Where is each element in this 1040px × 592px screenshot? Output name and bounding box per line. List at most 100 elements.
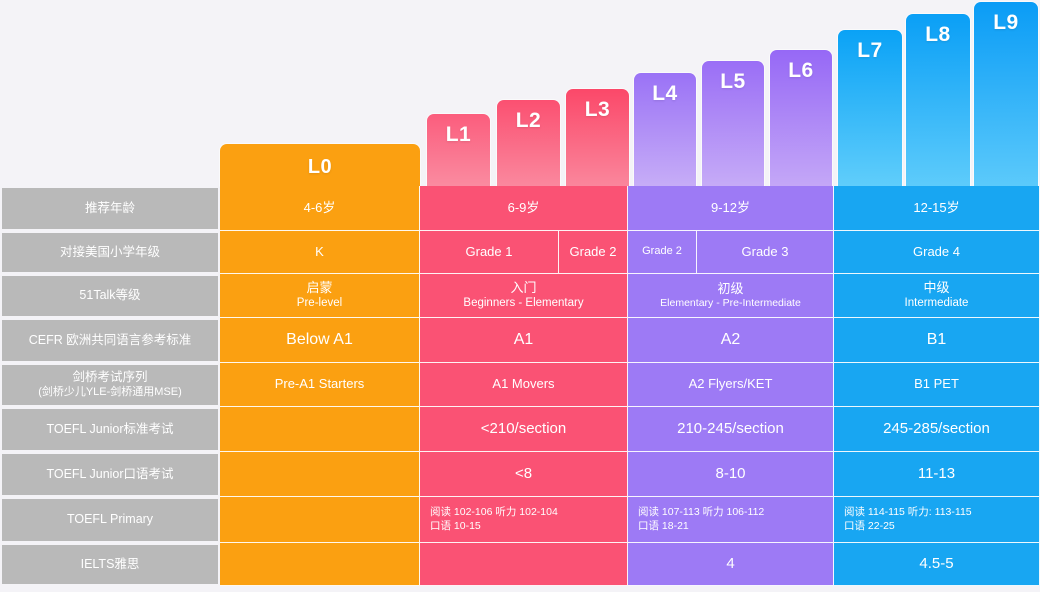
row-label-toefl-junior-oral: TOEFL Junior口语考试 [0,452,220,497]
cell-tjoral-l0 [220,452,420,497]
cell-talk-l0: 启蒙 Pre-level [220,274,420,318]
cell-line-2: 口语 10-15 [430,519,481,532]
row-label-text: TOEFL Primary [66,512,154,527]
level-bar-l5: L5 [702,61,764,192]
level-bars: L0 L1 L2 L3 L4 L5 L6 L7 L8 L9 [0,0,1040,192]
cell-cambridge-l4-l6: A2 Flyers/KET [628,363,834,407]
row-label-text: CEFR 欧洲共同语言参考标准 [28,332,192,347]
cell-age-l0: 4-6岁 [220,186,420,231]
level-bar-l8: L8 [906,14,970,192]
cell-grade-l0: K [220,231,420,274]
cell-cambridge-l1-l3: A1 Movers [420,363,628,407]
cell-line-en: Intermediate [904,297,969,310]
cell-tjstd-l1-l3: <210/section [420,407,628,452]
cell-ielts-l0 [220,543,420,586]
cell-tjoral-l7-l9: 11-13 [834,452,1040,497]
cell-line-en: Elementary - Pre-Intermediate [660,297,801,310]
row-label-cefr: CEFR 欧洲共同语言参考标准 [0,318,220,363]
row-label-text: TOEFL Junior标准考试 [46,421,174,436]
level-bar-label: L3 [584,98,611,121]
cell-tprimary-l0 [220,497,420,543]
row-label-text: 对接美国小学年级 [59,244,160,259]
cell-ielts-l4-l6: 4 [628,543,834,586]
row-label-us-grade: 对接美国小学年级 [0,231,220,274]
cell-line-2: 口语 18-21 [638,519,689,532]
cell-cambridge-l0: Pre-A1 Starters [220,363,420,407]
cell-line-cn: 初级 [717,280,744,296]
level-bar-label: L1 [445,123,472,146]
level-bar-l4: L4 [634,73,696,192]
cell-cefr-l0: Below A1 [220,318,420,363]
cell-line-1: 阅读 102-106 听力 102-104 [430,506,558,519]
cell-cambridge-l7-l9: B1 PET [834,363,1040,407]
row-label-text: TOEFL Junior口语考试 [46,466,174,481]
cell-tjoral-l4-l6: 8-10 [628,452,834,497]
cell-line-cn: 启蒙 [306,280,333,296]
cell-tjstd-l4-l6: 210-245/section [628,407,834,452]
cell-tjstd-l0 [220,407,420,452]
cell-line-cn: 入门 [510,280,537,296]
level-bar-label: L2 [515,109,542,132]
cell-line-en: Beginners - Elementary [463,297,584,310]
row-label-line2: (剑桥少儿YLE-剑桥通用MSE) [38,385,182,398]
level-bar-label: L7 [857,39,883,62]
level-bar-l7: L7 [838,30,902,192]
cell-line-1: 阅读 107-113 听力 106-112 [638,506,765,519]
cell-age-l4-l6: 9-12岁 [628,186,834,231]
cell-tprimary-l4-l6: 阅读 107-113 听力 106-112 口语 18-21 [628,497,834,543]
table-row: TOEFL Junior标准考试 <210/section 210-245/se… [0,407,1040,452]
table-row: 对接美国小学年级 K Grade 1 Grade 2 Grade 2 Grade… [0,231,1040,274]
level-bar-label: L8 [925,23,951,46]
cell-talk-l1-l3: 入门 Beginners - Elementary [420,274,628,318]
cell-grade-l5-l6: Grade 3 [697,231,834,274]
cell-tjstd-l7-l9: 245-285/section [834,407,1040,452]
row-label-text: 51Talk等级 [79,288,141,303]
level-bar-l3: L3 [566,89,629,192]
level-bar-label: L5 [720,70,746,93]
table-row: 推荐年龄 4-6岁 6-9岁 9-12岁 12-15岁 [0,186,1040,231]
cell-line-2: 口语 22-25 [844,519,895,532]
cell-cefr-l1-l3: A1 [420,318,628,363]
table-row: 51Talk等级 启蒙 Pre-level 入门 Beginners - Ele… [0,274,1040,318]
cell-line-en: Pre-level [296,297,343,310]
cell-talk-l7-l9: 中级 Intermediate [834,274,1040,318]
level-bar-l6: L6 [770,50,832,192]
row-label-line1: 剑桥考试序列 [72,370,148,385]
cell-age-l7-l9: 12-15岁 [834,186,1040,231]
level-bar-label: L0 [307,156,333,178]
cell-tprimary-l1-l3: 阅读 102-106 听力 102-104 口语 10-15 [420,497,628,543]
cell-cefr-l4-l6: A2 [628,318,834,363]
level-bar-l1: L1 [427,114,490,192]
level-bar-l2: L2 [497,100,560,192]
level-bar-label: L6 [788,59,814,82]
row-label-toefl-junior-std: TOEFL Junior标准考试 [0,407,220,452]
cell-ielts-l1-l3 [420,543,628,586]
level-bar-label: L4 [652,82,678,105]
table-row: TOEFL Junior口语考试 <8 8-10 11-13 [0,452,1040,497]
comparison-table: 推荐年龄 4-6岁 6-9岁 9-12岁 12-15岁 对接美国小学年级 K G… [0,186,1040,586]
table-row: 剑桥考试序列 (剑桥少儿YLE-剑桥通用MSE) Pre-A1 Starters… [0,363,1040,407]
cell-ielts-l7-l9: 4.5-5 [834,543,1040,586]
row-label-toefl-primary: TOEFL Primary [0,497,220,543]
table-row: CEFR 欧洲共同语言参考标准 Below A1 A1 A2 B1 [0,318,1040,363]
row-label-text: IELTS雅思 [80,556,140,571]
cell-grade-l7-l9: Grade 4 [834,231,1040,274]
row-label-ielts: IELTS雅思 [0,543,220,586]
cell-cefr-l7-l9: B1 [834,318,1040,363]
cell-grade-l1-l2: Grade 1 [420,231,559,274]
level-bar-l0: L0 [220,144,420,192]
cell-age-l1-l3: 6-9岁 [420,186,628,231]
level-bar-l9: L9 [974,2,1038,192]
cell-grade-l4: Grade 2 [628,231,697,274]
cell-line-cn: 中级 [923,280,950,296]
cell-line-1: 阅读 114-115 听力: 113-115 [844,506,972,519]
table-row: IELTS雅思 4 4.5-5 [0,543,1040,586]
row-label-text: 推荐年龄 [84,200,135,215]
row-label-talk-level: 51Talk等级 [0,274,220,318]
cell-tjoral-l1-l3: <8 [420,452,628,497]
table-row: TOEFL Primary 阅读 102-106 听力 102-104 口语 1… [0,497,1040,543]
row-label-age: 推荐年龄 [0,186,220,231]
cell-talk-l4-l6: 初级 Elementary - Pre-Intermediate [628,274,834,318]
row-label-cambridge: 剑桥考试序列 (剑桥少儿YLE-剑桥通用MSE) [0,363,220,407]
